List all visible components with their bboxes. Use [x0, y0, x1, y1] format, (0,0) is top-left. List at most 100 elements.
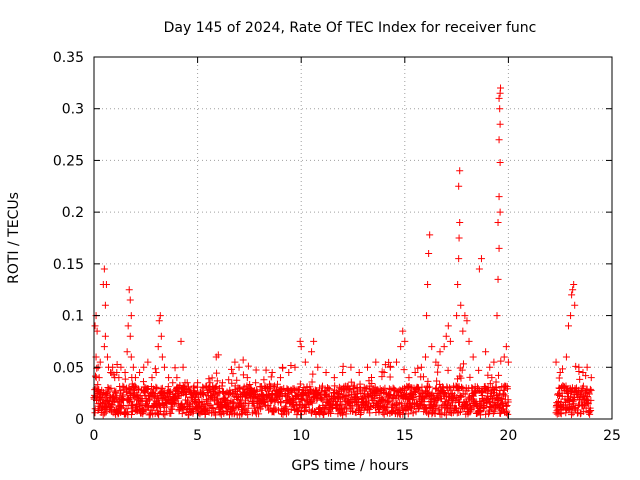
data-point — [179, 363, 187, 371]
data-point — [278, 386, 286, 394]
data-point — [265, 406, 273, 414]
data-point — [468, 384, 476, 392]
data-point — [244, 362, 252, 370]
data-point — [482, 348, 490, 356]
data-point — [457, 374, 465, 382]
data-point — [425, 250, 433, 258]
x-tick-label: 15 — [396, 428, 414, 444]
data-point — [453, 312, 461, 320]
data-point — [380, 410, 388, 418]
data-point — [101, 301, 109, 309]
data-point — [227, 365, 235, 373]
data-point — [572, 362, 580, 370]
data-point — [102, 281, 110, 289]
data-point — [213, 369, 221, 377]
data-point — [171, 393, 179, 401]
data-point — [444, 366, 452, 374]
data-point — [386, 373, 394, 381]
x-axis-label: GPS time / hours — [291, 458, 408, 474]
data-point — [559, 365, 567, 373]
data-point — [422, 353, 430, 361]
data-point — [495, 136, 503, 144]
data-point — [273, 380, 281, 388]
data-point — [455, 408, 463, 416]
data-point — [575, 367, 583, 375]
data-point — [442, 411, 450, 419]
data-point — [297, 411, 305, 419]
data-point — [457, 301, 465, 309]
data-point — [484, 392, 492, 400]
data-point — [199, 391, 207, 399]
data-point — [330, 374, 338, 382]
data-point — [101, 332, 109, 340]
data-point — [91, 372, 99, 380]
data-point — [105, 385, 113, 393]
data-point — [504, 410, 512, 418]
data-point — [188, 393, 196, 401]
data-point — [372, 358, 380, 366]
data-point — [127, 312, 135, 320]
data-point — [246, 380, 254, 388]
data-point — [100, 265, 108, 273]
data-point — [237, 398, 245, 406]
data-point — [127, 398, 135, 406]
data-point — [567, 312, 575, 320]
data-point — [121, 375, 129, 383]
data-point — [92, 393, 100, 401]
data-point — [209, 405, 217, 413]
data-point — [326, 385, 334, 393]
data-point — [156, 401, 164, 409]
data-point — [235, 363, 243, 371]
data-point — [347, 363, 355, 371]
data-point — [440, 343, 448, 351]
data-point — [587, 374, 595, 382]
data-point — [465, 337, 473, 345]
data-point — [442, 332, 450, 340]
x-tick-label: 10 — [292, 428, 310, 444]
data-point — [181, 379, 189, 387]
data-point — [126, 296, 134, 304]
data-point — [502, 343, 510, 351]
data-point — [434, 361, 442, 369]
data-point — [228, 405, 236, 413]
data-point — [586, 385, 594, 393]
data-point — [568, 291, 576, 299]
y-tick-label: 0.1 — [62, 309, 84, 325]
data-point — [150, 393, 158, 401]
data-point — [393, 358, 401, 366]
data-point — [414, 364, 422, 372]
data-point — [148, 389, 156, 397]
data-point — [488, 374, 496, 382]
data-points — [90, 84, 595, 419]
data-point — [177, 337, 185, 345]
data-point — [490, 358, 498, 366]
data-point — [112, 387, 120, 395]
data-point — [409, 394, 417, 402]
data-point — [137, 398, 145, 406]
x-tick-label: 0 — [90, 428, 99, 444]
data-point — [308, 348, 316, 356]
data-point — [157, 332, 165, 340]
y-tick-label: 0.35 — [53, 50, 84, 66]
data-point — [397, 343, 405, 351]
data-point — [253, 388, 261, 396]
data-point — [314, 363, 322, 371]
x-tick-label: 5 — [193, 428, 202, 444]
data-point — [136, 368, 144, 376]
data-point — [433, 377, 441, 385]
data-point — [571, 385, 579, 393]
data-point — [124, 322, 132, 330]
data-point — [165, 374, 173, 382]
data-point — [343, 405, 351, 413]
data-point — [173, 374, 181, 382]
data-point — [102, 389, 110, 397]
data-point — [417, 363, 425, 371]
data-point — [339, 362, 347, 370]
data-point — [497, 357, 505, 365]
data-point — [327, 410, 335, 418]
data-point — [347, 378, 355, 386]
data-point — [504, 398, 512, 406]
data-point — [270, 404, 278, 412]
data-point — [379, 396, 387, 404]
data-point — [131, 382, 139, 390]
